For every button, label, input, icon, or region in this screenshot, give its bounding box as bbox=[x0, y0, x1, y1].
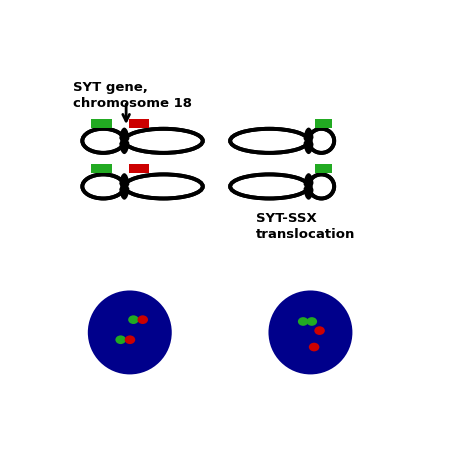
Bar bbox=[129, 118, 149, 128]
Ellipse shape bbox=[82, 174, 124, 199]
Ellipse shape bbox=[313, 180, 330, 193]
Ellipse shape bbox=[314, 326, 325, 335]
Ellipse shape bbox=[307, 317, 317, 326]
Ellipse shape bbox=[313, 134, 330, 148]
Ellipse shape bbox=[124, 174, 203, 199]
Ellipse shape bbox=[124, 129, 203, 153]
Ellipse shape bbox=[298, 317, 309, 326]
Ellipse shape bbox=[115, 336, 126, 344]
Ellipse shape bbox=[234, 134, 304, 148]
Ellipse shape bbox=[128, 180, 199, 193]
Ellipse shape bbox=[268, 291, 352, 374]
Ellipse shape bbox=[234, 180, 304, 193]
Text: SYT-SSX
translocation: SYT-SSX translocation bbox=[255, 212, 355, 241]
Ellipse shape bbox=[119, 128, 129, 154]
Ellipse shape bbox=[309, 174, 334, 199]
Ellipse shape bbox=[86, 134, 120, 148]
Bar bbox=[315, 164, 332, 173]
Ellipse shape bbox=[309, 129, 334, 153]
Bar bbox=[129, 164, 149, 173]
Ellipse shape bbox=[128, 315, 139, 324]
Ellipse shape bbox=[128, 134, 199, 148]
Ellipse shape bbox=[230, 174, 309, 199]
Ellipse shape bbox=[309, 343, 319, 351]
Ellipse shape bbox=[119, 173, 129, 200]
Ellipse shape bbox=[125, 336, 135, 344]
Ellipse shape bbox=[88, 291, 172, 374]
Ellipse shape bbox=[82, 129, 124, 153]
Ellipse shape bbox=[230, 129, 309, 153]
Bar bbox=[91, 118, 111, 128]
Bar bbox=[315, 118, 332, 128]
Ellipse shape bbox=[86, 180, 120, 193]
Text: SYT gene,
chromosome 18: SYT gene, chromosome 18 bbox=[73, 81, 192, 109]
Ellipse shape bbox=[137, 315, 148, 324]
Ellipse shape bbox=[303, 173, 314, 200]
Ellipse shape bbox=[303, 128, 314, 154]
Bar bbox=[91, 164, 111, 173]
